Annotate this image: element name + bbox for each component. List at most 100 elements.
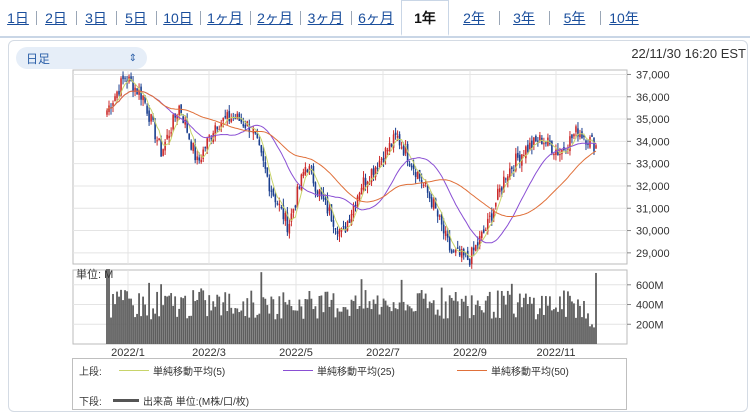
candle-body — [587, 143, 589, 145]
candle-body — [364, 178, 367, 185]
volume-bar — [476, 300, 479, 344]
volume-bar — [242, 301, 245, 344]
volume-bar — [316, 318, 319, 344]
volume-bar — [591, 324, 593, 344]
volume-bar — [540, 295, 543, 344]
candle-body — [134, 87, 136, 92]
volume-bar — [376, 295, 379, 344]
volume-bar — [542, 314, 545, 344]
candle-body — [124, 77, 126, 79]
volume-bar — [216, 294, 219, 344]
volume-bar — [214, 306, 217, 344]
volume-bar — [585, 318, 587, 344]
candle-body — [448, 236, 451, 251]
volume-bar — [336, 308, 339, 344]
tab-5[interactable]: 10日 — [156, 0, 200, 36]
candle-body — [444, 230, 447, 236]
volume-bar — [140, 316, 142, 344]
candle-body — [130, 76, 132, 81]
tab-13[interactable]: 5年 — [549, 0, 600, 36]
volume-bar — [472, 315, 475, 344]
volume-bar — [144, 304, 146, 344]
volume-bar — [528, 296, 531, 344]
volume-bar — [116, 291, 118, 344]
volume-bar — [230, 307, 233, 344]
candle-body — [350, 213, 353, 225]
tab-11[interactable]: 2年 — [463, 10, 485, 26]
candle-body — [492, 209, 495, 219]
candle-body — [547, 137, 549, 146]
volume-bar — [438, 315, 441, 344]
candle-body — [503, 176, 505, 193]
volume-bar — [452, 300, 455, 344]
legend-label-sma25: 単純移動平均(25) — [317, 367, 395, 378]
candle-period-value: 日足 — [26, 51, 51, 66]
candle-period-select[interactable]: 日足 ⇕ — [16, 47, 147, 69]
candle-body — [288, 223, 291, 234]
volume-bar — [522, 297, 525, 344]
candle-body — [476, 242, 479, 246]
tab-10[interactable]: 1年 — [401, 0, 449, 36]
volume-bar — [444, 301, 447, 344]
volume-bar — [378, 314, 381, 344]
volume-bar — [344, 307, 347, 344]
volume-bar — [434, 314, 437, 344]
volume-tick-label: 400M — [636, 300, 664, 312]
candle-body — [400, 147, 403, 149]
candle-body — [352, 205, 355, 216]
candle-body — [154, 121, 156, 140]
volume-bar — [284, 302, 287, 344]
tab-9[interactable]: 6ヶ月 — [351, 0, 401, 36]
volume-bar — [492, 311, 495, 344]
volume-bar — [557, 311, 559, 344]
volume-bar — [204, 300, 207, 344]
volume-bar — [122, 300, 124, 344]
tab-3[interactable]: 3日 — [76, 0, 116, 36]
candle-body — [214, 125, 217, 137]
candle-body — [324, 198, 327, 200]
candle-body — [406, 144, 409, 163]
volume-tick-label: 200M — [636, 319, 664, 331]
volume-bar — [124, 290, 126, 344]
candle-body — [354, 204, 357, 207]
tab-8[interactable]: 3ヶ月 — [300, 0, 351, 36]
volume-bar — [332, 293, 335, 344]
volume-bar — [106, 269, 108, 344]
volume-bar — [462, 301, 465, 344]
candle-body — [384, 148, 387, 160]
candle-body — [176, 115, 178, 119]
volume-bar — [418, 293, 421, 344]
volume-bar — [516, 302, 519, 344]
tab-2[interactable]: 2日 — [36, 0, 76, 36]
volume-bar — [132, 305, 134, 344]
candle-body — [142, 95, 144, 101]
candle-body — [106, 110, 108, 115]
legend-item-volume: 出来高 単位:(M株/口/枚) — [113, 393, 249, 408]
candle-body — [388, 142, 391, 152]
candle-body — [122, 75, 124, 80]
tab-4[interactable]: 5日 — [116, 0, 156, 36]
volume-bar — [168, 295, 171, 344]
legend-label-sma5: 単純移動平均(5) — [153, 367, 226, 378]
candle-body — [210, 138, 213, 140]
candle-body — [360, 187, 363, 195]
candle-body — [244, 124, 247, 129]
legend-line-sma25 — [283, 370, 313, 371]
tab-6[interactable]: 1ヶ月 — [200, 0, 250, 36]
volume-bar — [280, 318, 283, 344]
volume-bar — [510, 283, 513, 344]
volume-bar — [504, 304, 507, 344]
candle-body — [583, 135, 585, 138]
volume-bar — [322, 312, 325, 344]
tab-7[interactable]: 2ヶ月 — [250, 0, 300, 36]
tab-12[interactable]: 3年 — [499, 0, 549, 36]
candle-body — [224, 115, 227, 118]
tab-1[interactable]: 1日 — [7, 10, 29, 26]
volume-bar — [324, 291, 327, 344]
volume-bar — [480, 310, 483, 344]
volume-bar — [575, 317, 577, 344]
volume-bar — [496, 290, 499, 344]
candle-body — [432, 199, 435, 209]
tab-14[interactable]: 10年 — [600, 0, 648, 36]
candle-body — [116, 91, 118, 99]
